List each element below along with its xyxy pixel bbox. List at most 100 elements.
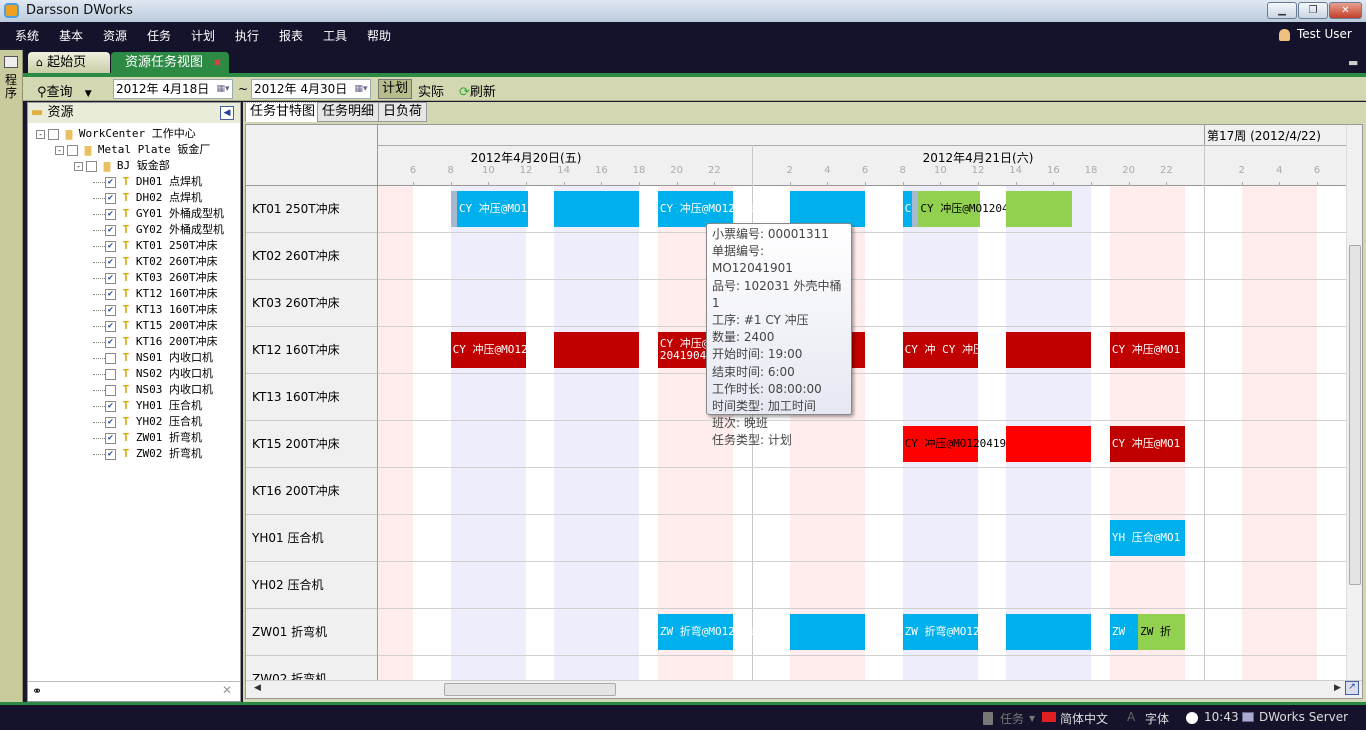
task-bar[interactable]	[1006, 614, 1091, 650]
tree-node[interactable]: ✔ T YH02 压合机	[93, 414, 202, 430]
task-bar[interactable]: CY 冲 CY 冲压@MO12041904	[902, 332, 1057, 368]
tree-node[interactable]: ✔ T DH02 点焊机	[93, 190, 202, 206]
maximize-button[interactable]: ❐	[1298, 2, 1328, 19]
task-bar[interactable]	[1006, 426, 1091, 462]
tree-checkbox[interactable]	[105, 384, 116, 396]
horizontal-scrollbar[interactable]: ◀ ▶ ↗	[246, 680, 1362, 698]
tree-node[interactable]: ✔ T YH01 压合机	[93, 398, 202, 414]
pin-icon[interactable]: ▬	[1348, 56, 1359, 69]
task-bar[interactable]: ZW 折	[1138, 614, 1186, 650]
status-font[interactable]: 字体	[1145, 712, 1170, 726]
collapse-icon[interactable]: -	[36, 130, 45, 139]
tree-checkbox[interactable]	[105, 352, 116, 364]
tree-checkbox[interactable]	[86, 160, 97, 172]
tree-node[interactable]: ✔ T KT15 200T冲床	[93, 318, 217, 334]
task-bar[interactable]	[554, 191, 639, 227]
tree-checkbox[interactable]: ✔	[105, 240, 116, 252]
menu-execute[interactable]: 执行	[235, 29, 260, 43]
tree-checkbox[interactable]: ✔	[105, 416, 116, 428]
menu-tools[interactable]: 工具	[323, 29, 348, 43]
task-bar[interactable]: CY 冲压@MO1	[1109, 332, 1186, 368]
tree-checkbox[interactable]: ✔	[105, 192, 116, 204]
vertical-scroll-thumb[interactable]	[1349, 245, 1361, 585]
tree-checkbox[interactable]: ✔	[105, 448, 116, 460]
menu-task[interactable]: 任务	[147, 29, 172, 43]
task-bar[interactable]: YH 压合@MO1	[1109, 520, 1186, 556]
chevron-down-icon[interactable]: ▼	[84, 89, 92, 99]
expand-icon[interactable]: ↗	[1345, 681, 1359, 695]
tree-checkbox[interactable]: ✔	[105, 320, 116, 332]
refresh-button[interactable]: ⟳刷新	[459, 81, 496, 100]
tree-node[interactable]: T NS01 内收口机	[93, 350, 213, 366]
tree-node[interactable]: T NS03 内收口机	[93, 382, 213, 398]
collapse-panel-button[interactable]: ◀	[220, 106, 234, 120]
subtab-daily-load[interactable]: 日负荷	[378, 102, 428, 122]
tree-node[interactable]: - ▆ WorkCenter 工作中心	[36, 126, 196, 142]
task-bar[interactable]: ZW 折弯@MO12041901	[657, 614, 775, 650]
tree-checkbox[interactable]: ✔	[105, 256, 116, 268]
task-bar[interactable]	[912, 191, 919, 227]
tree-checkbox[interactable]: ✔	[105, 272, 116, 284]
chevron-down-icon[interactable]: ▼	[1029, 714, 1036, 723]
tree-checkbox[interactable]: ✔	[105, 208, 116, 220]
collapse-icon[interactable]: -	[55, 146, 64, 155]
tab-start-page[interactable]: ⌂ 起始页	[28, 52, 110, 74]
task-bar[interactable]	[1006, 191, 1073, 227]
subtab-gantt[interactable]: 任务甘特图	[245, 102, 321, 122]
tree-checkbox[interactable]: ✔	[105, 304, 116, 316]
tab-resource-task-view[interactable]: 资源任务视图 ✖	[111, 52, 229, 74]
tree-checkbox[interactable]: ✔	[105, 176, 116, 188]
menu-plan[interactable]: 计划	[191, 29, 216, 43]
tree-checkbox[interactable]: ✔	[105, 288, 116, 300]
tree-node[interactable]: ✔ T KT01 250T冲床	[93, 238, 217, 254]
tree-node[interactable]: - ▆ Metal Plate 钣金厂	[55, 142, 210, 158]
task-bar[interactable]	[554, 332, 639, 368]
tree-checkbox[interactable]: ✔	[105, 400, 116, 412]
menu-resource[interactable]: 资源	[103, 29, 128, 43]
task-bar[interactable]: CY 冲压@MO12041903	[902, 426, 1019, 462]
binoculars-icon[interactable]: ⚭	[32, 684, 43, 698]
vertical-scrollbar[interactable]	[1346, 125, 1362, 680]
tree-checkbox[interactable]: ✔	[105, 336, 116, 348]
tree-node[interactable]: ✔ T KT12 160T冲床	[93, 286, 217, 302]
horizontal-scroll-thumb[interactable]	[444, 683, 616, 696]
tree-node[interactable]: ✔ T GY02 外桶成型机	[93, 222, 224, 238]
task-bar[interactable]	[789, 614, 865, 650]
scroll-left-arrow[interactable]: ◀	[254, 683, 261, 693]
task-bar[interactable]: C	[902, 191, 913, 227]
scroll-right-arrow[interactable]: ▶	[1334, 683, 1341, 693]
tree-checkbox[interactable]	[105, 368, 116, 380]
menu-report[interactable]: 报表	[279, 29, 304, 43]
tree-node[interactable]: - ▆ BJ 钣金部	[74, 158, 170, 174]
task-bar[interactable]: CY 冲压@MO1	[1109, 426, 1186, 462]
program-side-strip[interactable]: 程序	[0, 50, 23, 702]
plan-toggle[interactable]: 计划	[378, 79, 412, 99]
user-name[interactable]: Test User	[1297, 27, 1352, 41]
menu-system[interactable]: 系统	[15, 29, 40, 43]
menu-basic[interactable]: 基本	[59, 29, 84, 43]
calendar-icon[interactable]: ▦▾	[215, 80, 231, 98]
subtab-task-details[interactable]: 任务明细	[317, 102, 380, 122]
tree-node[interactable]: ✔ T KT16 200T冲床	[93, 334, 217, 350]
task-bar[interactable]: CY 冲压@MO12041902	[918, 191, 1035, 227]
task-bar[interactable]: ZW 折弯@MO12041901	[902, 614, 1019, 650]
task-bar[interactable]: CY 冲压@MO12041901	[456, 191, 574, 227]
tree-node[interactable]: ✔ T GY01 外桶成型机	[93, 206, 224, 222]
date-from-input[interactable]: 2012年 4月18日 ▦▾	[113, 79, 233, 99]
menu-help[interactable]: 帮助	[367, 29, 392, 43]
task-bar[interactable]	[450, 191, 457, 227]
task-bar[interactable]: ZW	[1109, 614, 1139, 650]
tree-node[interactable]: ✔ T DH01 点焊机	[93, 174, 202, 190]
collapse-icon[interactable]: -	[74, 162, 83, 171]
calendar-icon[interactable]: ▦▾	[353, 80, 369, 98]
close-button[interactable]: ✕	[1329, 2, 1362, 19]
tree-checkbox[interactable]: ✔	[105, 432, 116, 444]
tree-node[interactable]: ✔ T ZW01 折弯机	[93, 430, 202, 446]
tree-node[interactable]: ✔ T KT03 260T冲床	[93, 270, 217, 286]
actual-toggle[interactable]: 实际	[418, 85, 445, 100]
date-to-input[interactable]: 2012年 4月30日 ▦▾	[251, 79, 371, 99]
task-bar[interactable]: CY 冲压@MO12041901	[657, 191, 775, 227]
tree-node[interactable]: ✔ T KT02 260T冲床	[93, 254, 217, 270]
status-tasks[interactable]: 任务	[1000, 712, 1025, 726]
task-bar[interactable]	[789, 191, 865, 227]
